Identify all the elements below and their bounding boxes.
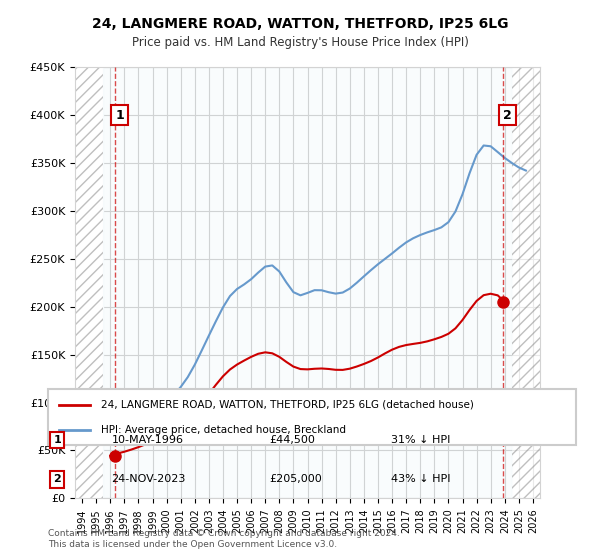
Text: £44,500: £44,500 bbox=[270, 435, 316, 445]
Text: 2: 2 bbox=[503, 109, 512, 122]
Text: 2: 2 bbox=[53, 474, 61, 484]
Text: 24, LANGMERE ROAD, WATTON, THETFORD, IP25 6LG (detached house): 24, LANGMERE ROAD, WATTON, THETFORD, IP2… bbox=[101, 400, 473, 410]
Bar bbox=[512, 67, 547, 498]
Text: 43% ↓ HPI: 43% ↓ HPI bbox=[391, 474, 451, 484]
Text: 31% ↓ HPI: 31% ↓ HPI bbox=[391, 435, 451, 445]
Text: £205,000: £205,000 bbox=[270, 474, 323, 484]
Text: HPI: Average price, detached house, Breckland: HPI: Average price, detached house, Brec… bbox=[101, 424, 346, 435]
Text: Price paid vs. HM Land Registry's House Price Index (HPI): Price paid vs. HM Land Registry's House … bbox=[131, 36, 469, 49]
Text: 1: 1 bbox=[53, 435, 61, 445]
Text: 24, LANGMERE ROAD, WATTON, THETFORD, IP25 6LG: 24, LANGMERE ROAD, WATTON, THETFORD, IP2… bbox=[92, 17, 508, 31]
Text: 24-NOV-2023: 24-NOV-2023 bbox=[112, 474, 186, 484]
Text: 1: 1 bbox=[115, 109, 124, 122]
Text: 10-MAY-1996: 10-MAY-1996 bbox=[112, 435, 184, 445]
Bar bbox=[103, 67, 512, 498]
Text: Contains HM Land Registry data © Crown copyright and database right 2024.
This d: Contains HM Land Registry data © Crown c… bbox=[48, 529, 400, 549]
FancyBboxPatch shape bbox=[48, 389, 576, 445]
Bar bbox=[75, 67, 103, 498]
Bar bbox=[75, 67, 103, 498]
